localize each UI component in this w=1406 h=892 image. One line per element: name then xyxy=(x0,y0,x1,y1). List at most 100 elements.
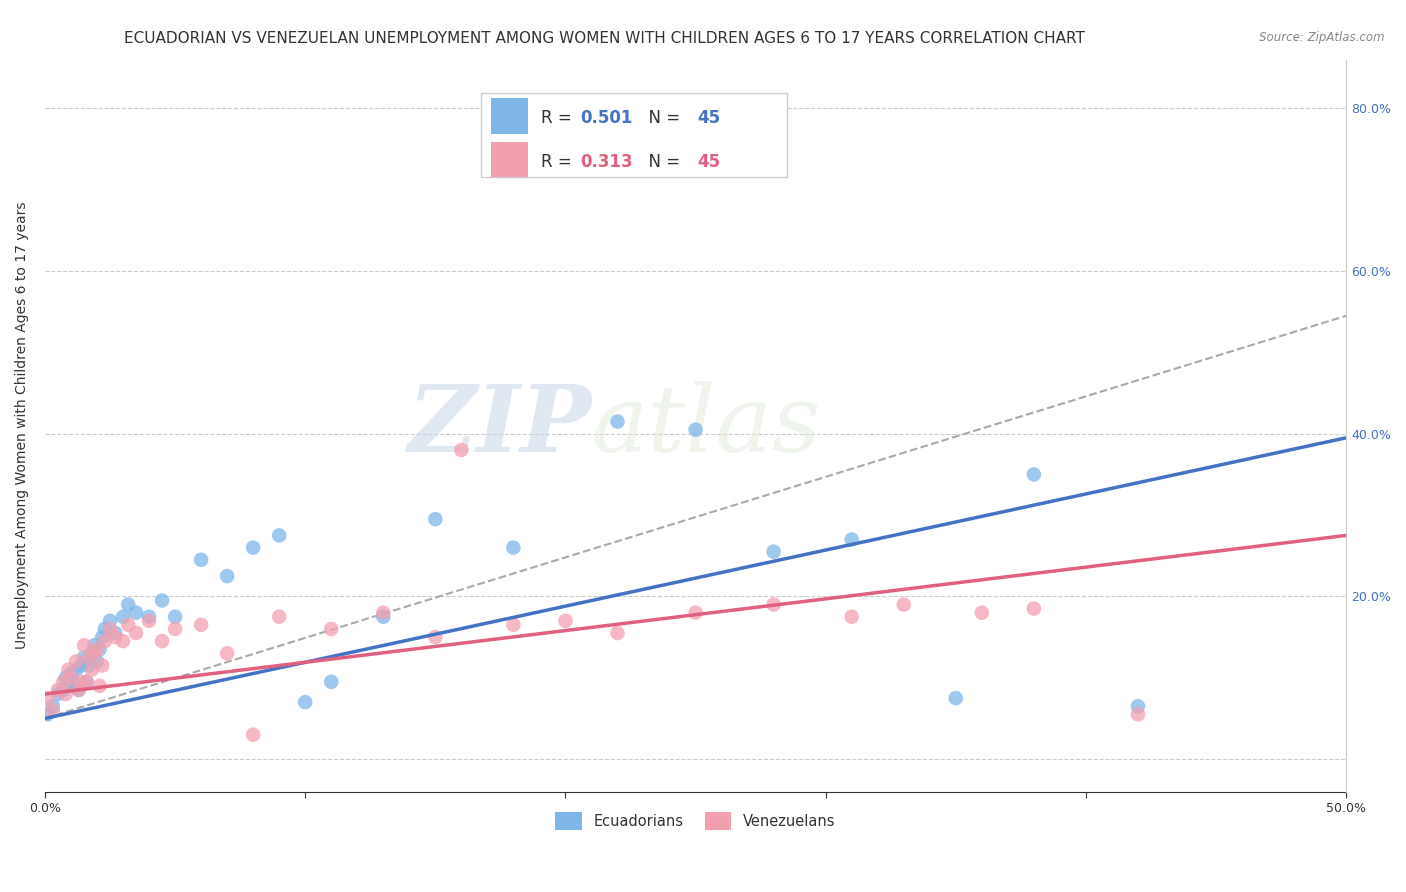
Point xyxy=(83,646,105,660)
Text: ZIP: ZIP xyxy=(408,381,592,471)
Point xyxy=(65,655,87,669)
Point xyxy=(42,703,65,717)
Point xyxy=(606,626,628,640)
Point xyxy=(1126,707,1149,722)
Point xyxy=(294,695,316,709)
Point xyxy=(138,614,160,628)
Point xyxy=(37,707,59,722)
Point xyxy=(117,618,139,632)
Point xyxy=(242,728,264,742)
Point xyxy=(762,544,785,558)
Point xyxy=(73,638,96,652)
Point xyxy=(58,663,80,677)
FancyBboxPatch shape xyxy=(491,143,527,178)
Point xyxy=(841,533,863,547)
Point xyxy=(76,674,98,689)
Point xyxy=(554,614,576,628)
Point xyxy=(125,626,148,640)
Point xyxy=(65,663,87,677)
Point xyxy=(112,609,135,624)
Point xyxy=(42,699,65,714)
Point xyxy=(52,674,75,689)
Point xyxy=(502,618,524,632)
Point xyxy=(37,691,59,706)
Point xyxy=(242,541,264,555)
Point xyxy=(73,650,96,665)
Point xyxy=(91,658,114,673)
Point xyxy=(80,646,103,660)
Point xyxy=(269,609,291,624)
Point xyxy=(112,634,135,648)
Point xyxy=(94,634,117,648)
Text: 45: 45 xyxy=(697,153,720,171)
Point xyxy=(62,674,84,689)
Point xyxy=(76,674,98,689)
Point xyxy=(98,614,121,628)
Point xyxy=(425,630,447,644)
Point xyxy=(1126,699,1149,714)
Text: R =: R = xyxy=(541,153,576,171)
Point xyxy=(1022,467,1045,482)
Point xyxy=(91,630,114,644)
Point xyxy=(217,646,239,660)
Point xyxy=(685,423,707,437)
Point xyxy=(217,569,239,583)
Point xyxy=(86,642,108,657)
Point xyxy=(737,162,759,177)
Text: N =: N = xyxy=(638,109,686,127)
Point xyxy=(46,682,69,697)
Point xyxy=(190,553,212,567)
FancyBboxPatch shape xyxy=(491,98,527,134)
Point xyxy=(89,679,111,693)
Point xyxy=(67,682,90,697)
Point xyxy=(125,606,148,620)
Point xyxy=(165,622,187,636)
Point xyxy=(117,598,139,612)
Point xyxy=(190,618,212,632)
Point xyxy=(606,415,628,429)
Point xyxy=(841,609,863,624)
Point xyxy=(70,658,93,673)
Point xyxy=(67,682,90,697)
Point xyxy=(70,674,93,689)
Legend: Ecuadorians, Venezuelans: Ecuadorians, Venezuelans xyxy=(550,806,842,836)
Point xyxy=(321,674,343,689)
Point xyxy=(321,622,343,636)
Point xyxy=(138,609,160,624)
Point xyxy=(502,541,524,555)
Point xyxy=(425,512,447,526)
Text: 45: 45 xyxy=(697,109,720,127)
Point xyxy=(58,679,80,693)
Text: 0.313: 0.313 xyxy=(579,153,633,171)
Text: N =: N = xyxy=(638,153,686,171)
Point xyxy=(89,642,111,657)
Text: atlas: atlas xyxy=(592,381,821,471)
Point xyxy=(55,671,77,685)
Text: ECUADORIAN VS VENEZUELAN UNEMPLOYMENT AMONG WOMEN WITH CHILDREN AGES 6 TO 17 YEA: ECUADORIAN VS VENEZUELAN UNEMPLOYMENT AM… xyxy=(124,31,1085,46)
Point xyxy=(165,609,187,624)
Point xyxy=(104,630,127,644)
Point xyxy=(94,622,117,636)
Y-axis label: Unemployment Among Women with Children Ages 6 to 17 years: Unemployment Among Women with Children A… xyxy=(15,202,30,649)
Point xyxy=(893,598,915,612)
Point xyxy=(945,691,967,706)
Point xyxy=(55,687,77,701)
Point xyxy=(83,638,105,652)
Point xyxy=(86,655,108,669)
Point xyxy=(1022,601,1045,615)
Point xyxy=(150,593,173,607)
Point xyxy=(685,606,707,620)
Text: R =: R = xyxy=(541,109,576,127)
Point xyxy=(98,622,121,636)
Point xyxy=(59,671,82,685)
Point xyxy=(104,626,127,640)
Point xyxy=(59,666,82,681)
Point xyxy=(373,606,395,620)
Point xyxy=(970,606,993,620)
Point xyxy=(150,634,173,648)
Text: Source: ZipAtlas.com: Source: ZipAtlas.com xyxy=(1260,31,1385,45)
Point xyxy=(80,663,103,677)
Point xyxy=(450,442,472,457)
Point xyxy=(373,609,395,624)
FancyBboxPatch shape xyxy=(481,93,786,177)
